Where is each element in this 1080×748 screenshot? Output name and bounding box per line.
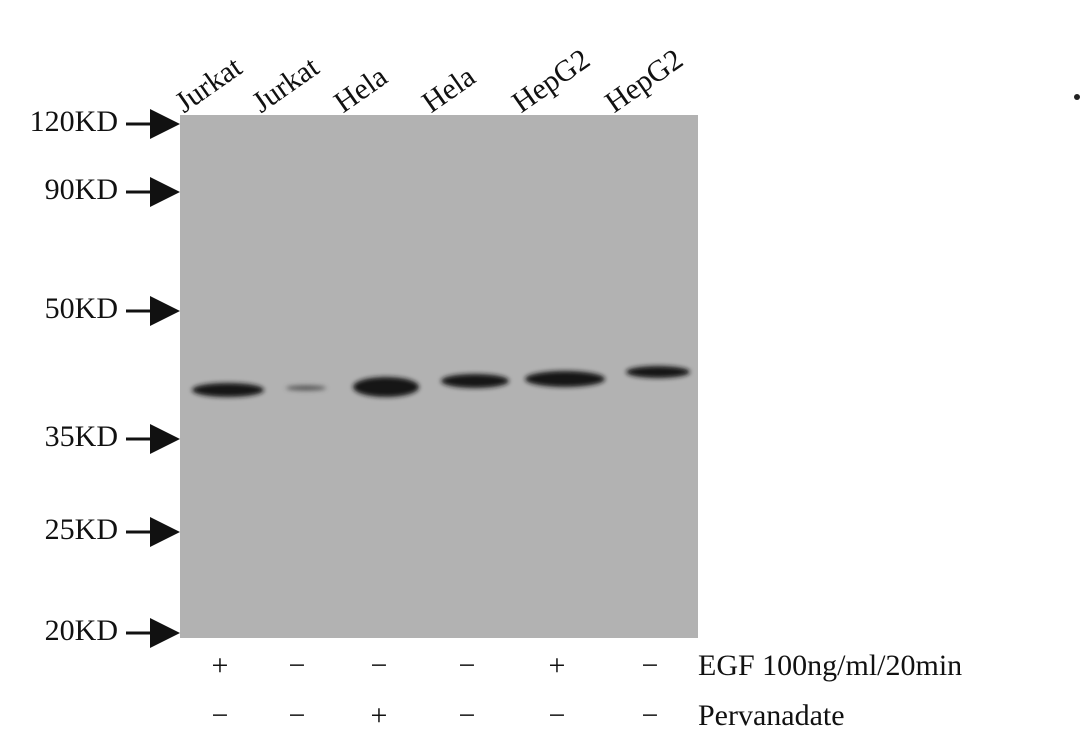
lane-label: Jurkat <box>169 50 249 119</box>
treatment-sign: + <box>371 699 388 732</box>
lane-label: HepG2 <box>506 43 596 120</box>
bands <box>192 366 690 397</box>
treatment-label: EGF 100ng/ml/20min <box>698 649 962 682</box>
treatment-sign: − <box>549 699 566 732</box>
marker-label: 35KD <box>45 420 118 453</box>
treatment-sign: − <box>642 699 659 732</box>
treatment-sign: − <box>212 699 229 732</box>
lane-label: Hela <box>416 60 481 120</box>
marker-label: 20KD <box>45 614 118 647</box>
band <box>626 366 690 378</box>
treatment-sign: − <box>642 649 659 682</box>
marker-label: 120KD <box>30 105 118 138</box>
band <box>192 383 264 397</box>
treatment-sign: − <box>289 649 306 682</box>
band <box>353 377 419 397</box>
treatment-sign: − <box>459 699 476 732</box>
treatment-sign: − <box>371 649 388 682</box>
treatment-label: Pervanadate <box>698 699 845 732</box>
treatment-sign: + <box>549 649 566 682</box>
marker-label: 50KD <box>45 292 118 325</box>
marker-label: 25KD <box>45 513 118 546</box>
marker-label: 90KD <box>45 173 118 206</box>
band <box>441 374 509 388</box>
lane-label: Jurkat <box>246 50 326 119</box>
lane-label: HepG2 <box>599 43 689 120</box>
band <box>525 371 605 387</box>
treatment-sign: − <box>289 699 306 732</box>
dot <box>1074 94 1080 100</box>
treatment-sign: + <box>212 649 229 682</box>
blot-membrane <box>180 115 698 638</box>
band <box>286 385 326 391</box>
treatment-sign: − <box>459 649 476 682</box>
lane-label: Hela <box>328 60 393 120</box>
